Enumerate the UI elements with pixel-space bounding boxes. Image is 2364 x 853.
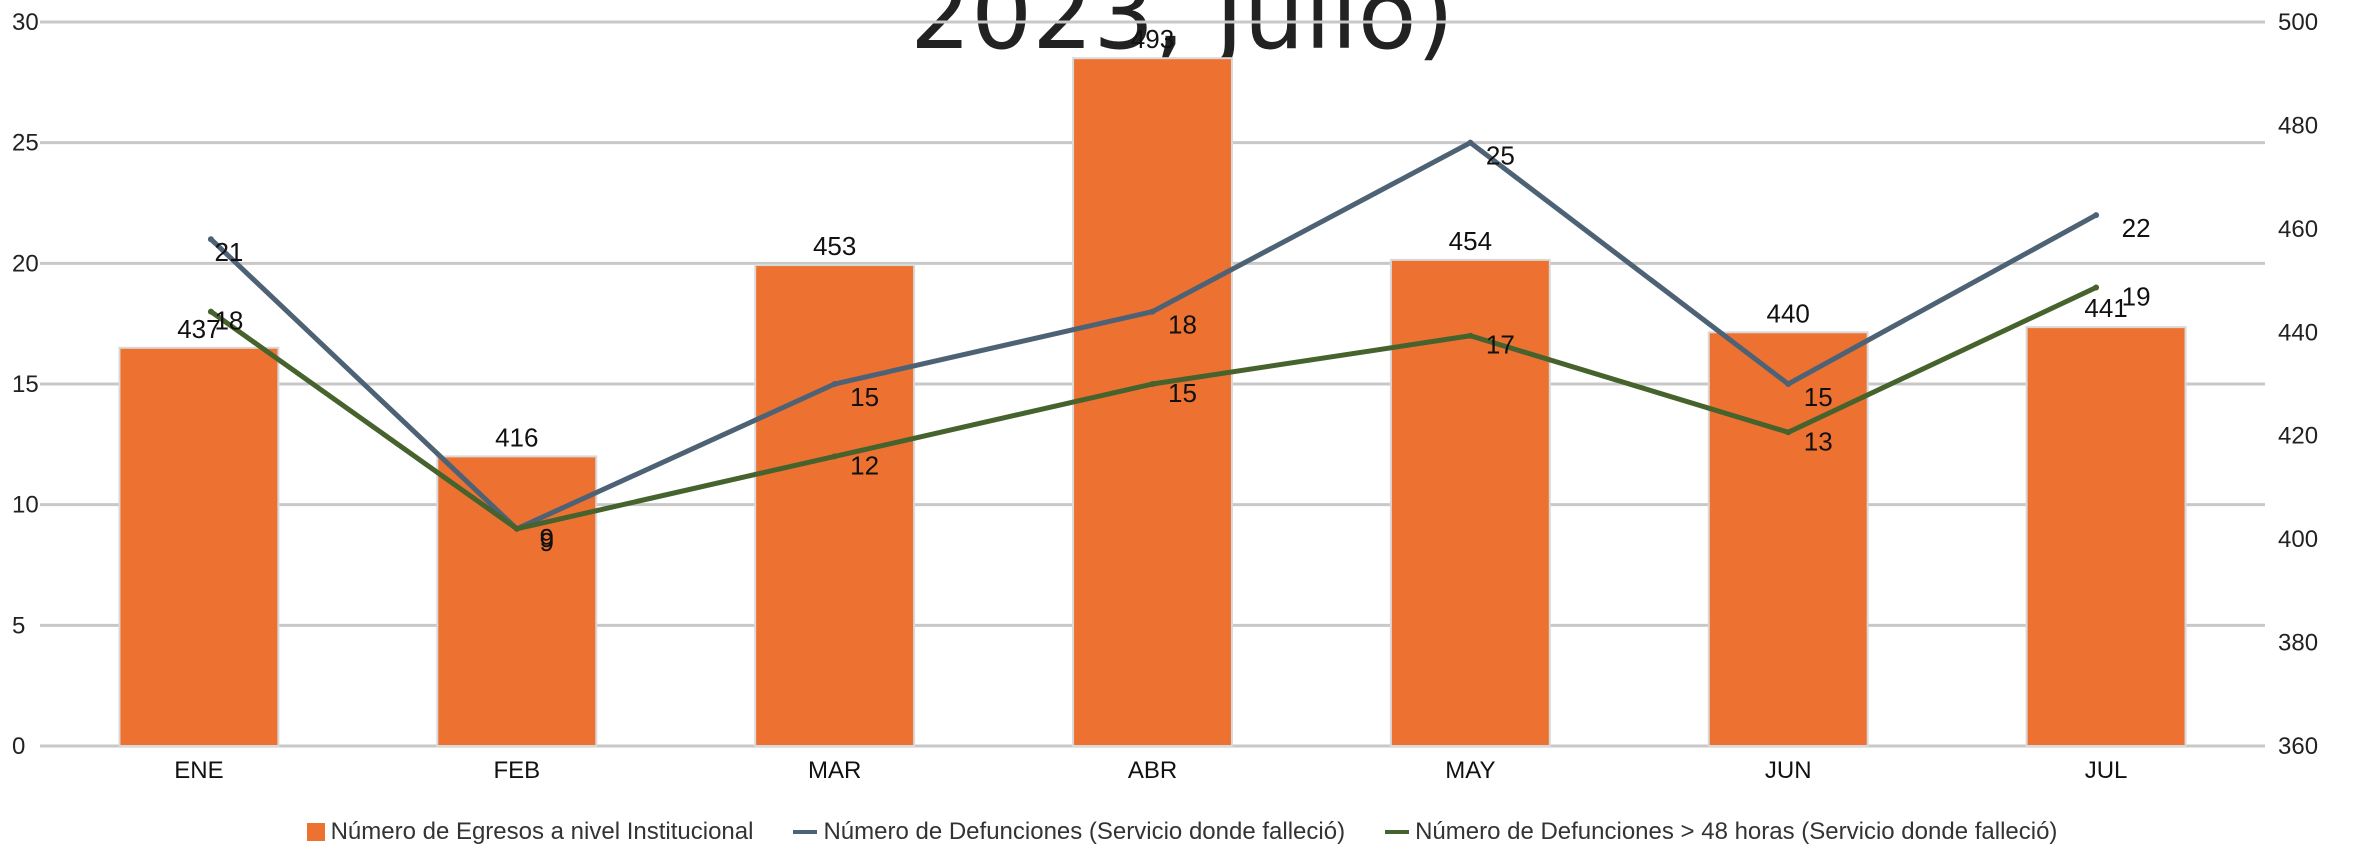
line-point — [2093, 284, 2100, 291]
bar — [1389, 258, 1551, 747]
line-data-label: 13 — [1804, 426, 1833, 456]
bar — [118, 346, 280, 747]
x-tick-label: ABR — [1128, 757, 1177, 784]
x-tick-label: ENE — [174, 757, 223, 784]
x-tick-label: MAR — [808, 757, 861, 784]
legend-swatch — [306, 823, 325, 841]
y-left-tick-label: 15 — [12, 371, 39, 398]
legend-swatch — [1385, 830, 1410, 834]
line-data-label: 19 — [2122, 281, 2151, 311]
line-point — [1149, 381, 1156, 387]
line-data-label: 12 — [850, 450, 879, 480]
y-left-tick-label: 25 — [12, 130, 39, 157]
bar-data-label: 440 — [1767, 298, 1810, 328]
y-left-tick-label: 5 — [12, 612, 25, 639]
line-point — [831, 453, 838, 460]
line-point — [1467, 139, 1474, 146]
line-point — [831, 381, 838, 387]
line-data-label: 21 — [214, 237, 243, 267]
legend-swatch — [793, 830, 818, 834]
line-point — [513, 525, 520, 532]
legend-item: Número de Egresos a nivel Institucional — [306, 818, 754, 846]
y-right-tick-label: 420 — [2278, 423, 2318, 450]
line-point — [1785, 429, 1792, 436]
bar — [1707, 331, 1869, 747]
x-tick-label: FEB — [493, 757, 540, 784]
bar — [754, 264, 916, 747]
y-right-tick-label: 400 — [2278, 526, 2318, 553]
legend-label: Número de Defunciones > 48 horas (Servic… — [1415, 818, 2058, 845]
bar — [1072, 57, 1233, 747]
line-data-label: 15 — [1168, 378, 1197, 408]
legend-item: Número de Defunciones (Servicio donde fa… — [793, 818, 1345, 846]
y-left-tick-label: 10 — [12, 492, 39, 519]
y-right-tick-label: 360 — [2278, 733, 2318, 760]
legend-label: Número de Egresos a nivel Institucional — [330, 818, 754, 845]
bar — [436, 455, 598, 747]
bar-data-label: 453 — [813, 231, 856, 261]
line-data-label: 15 — [1804, 382, 1833, 412]
line-data-label: 9 — [540, 523, 554, 553]
line-data-label: 22 — [2122, 213, 2151, 243]
legend-item: Número de Defunciones > 48 horas (Servic… — [1385, 818, 2057, 846]
y-left-tick-label: 20 — [12, 250, 39, 277]
x-tick-label: JUN — [1765, 757, 1812, 784]
line-data-label: 18 — [1168, 310, 1197, 340]
x-tick-label: JUL — [2085, 757, 2128, 784]
bar-data-label: 493 — [1131, 24, 1174, 54]
line-point — [1467, 332, 1474, 339]
line-point — [207, 308, 214, 315]
y-right-tick-label: 500 — [2278, 9, 2318, 36]
y-left-tick-label: 0 — [12, 733, 25, 760]
line-data-label: 9 — [540, 527, 554, 557]
bar-data-label: 416 — [495, 422, 538, 452]
bar-data-label: 441 — [2084, 293, 2127, 323]
line-point — [1785, 381, 1792, 387]
y-right-tick-label: 380 — [2278, 630, 2318, 657]
line-point — [207, 236, 214, 243]
bar — [2025, 326, 2187, 747]
bar-data-label: 454 — [1449, 226, 1492, 256]
y-right-tick-label: 480 — [2278, 112, 2318, 139]
line-data-label: 25 — [1486, 141, 1515, 171]
x-tick-label: MAY — [1445, 757, 1495, 784]
line-data-label: 15 — [850, 382, 879, 412]
bar-data-label: 437 — [177, 314, 220, 344]
y-right-tick-label: 460 — [2278, 216, 2318, 243]
line-data-label: 17 — [1486, 330, 1515, 360]
y-left-tick-label: 30 — [12, 9, 39, 36]
y-right-tick-label: 440 — [2278, 319, 2318, 346]
line-data-label: 18 — [214, 306, 243, 336]
chart-legend: Número de Egresos a nivel Institucional N… — [0, 818, 2364, 846]
line-point — [2093, 212, 2100, 219]
line-point — [1149, 308, 1156, 315]
legend-label: Número de Defunciones (Servicio donde fa… — [823, 818, 1346, 845]
